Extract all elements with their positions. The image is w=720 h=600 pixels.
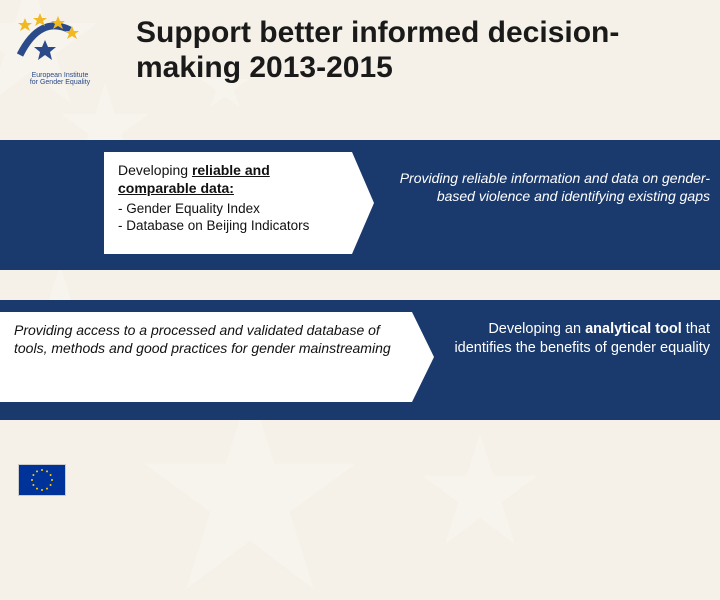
logo-subtitle: European Institutefor Gender Equality [10, 72, 110, 86]
band2-right-text: Developing an analytical tool that ident… [442, 320, 710, 358]
band1-right-text: Providing reliable information and data … [380, 170, 710, 205]
eige-logo: European Institutefor Gender Equality [10, 10, 110, 90]
right2-a: Developing an [488, 321, 585, 337]
box1-item1: - Gender Equality Index [118, 201, 338, 218]
box-developing-data: Developing reliable and comparable data:… [104, 152, 352, 254]
slide-title: Support better informed decision-making … [136, 16, 720, 85]
right2-b: analytical tool [585, 321, 682, 337]
bg-star [420, 430, 540, 550]
eu-flag-icon [18, 464, 66, 496]
box-access-database: Providing access to a processed and vali… [0, 312, 412, 402]
box1-item2: - Database on Beijing Indicators [118, 218, 338, 235]
box1-intro-plain: Developing [118, 162, 192, 178]
